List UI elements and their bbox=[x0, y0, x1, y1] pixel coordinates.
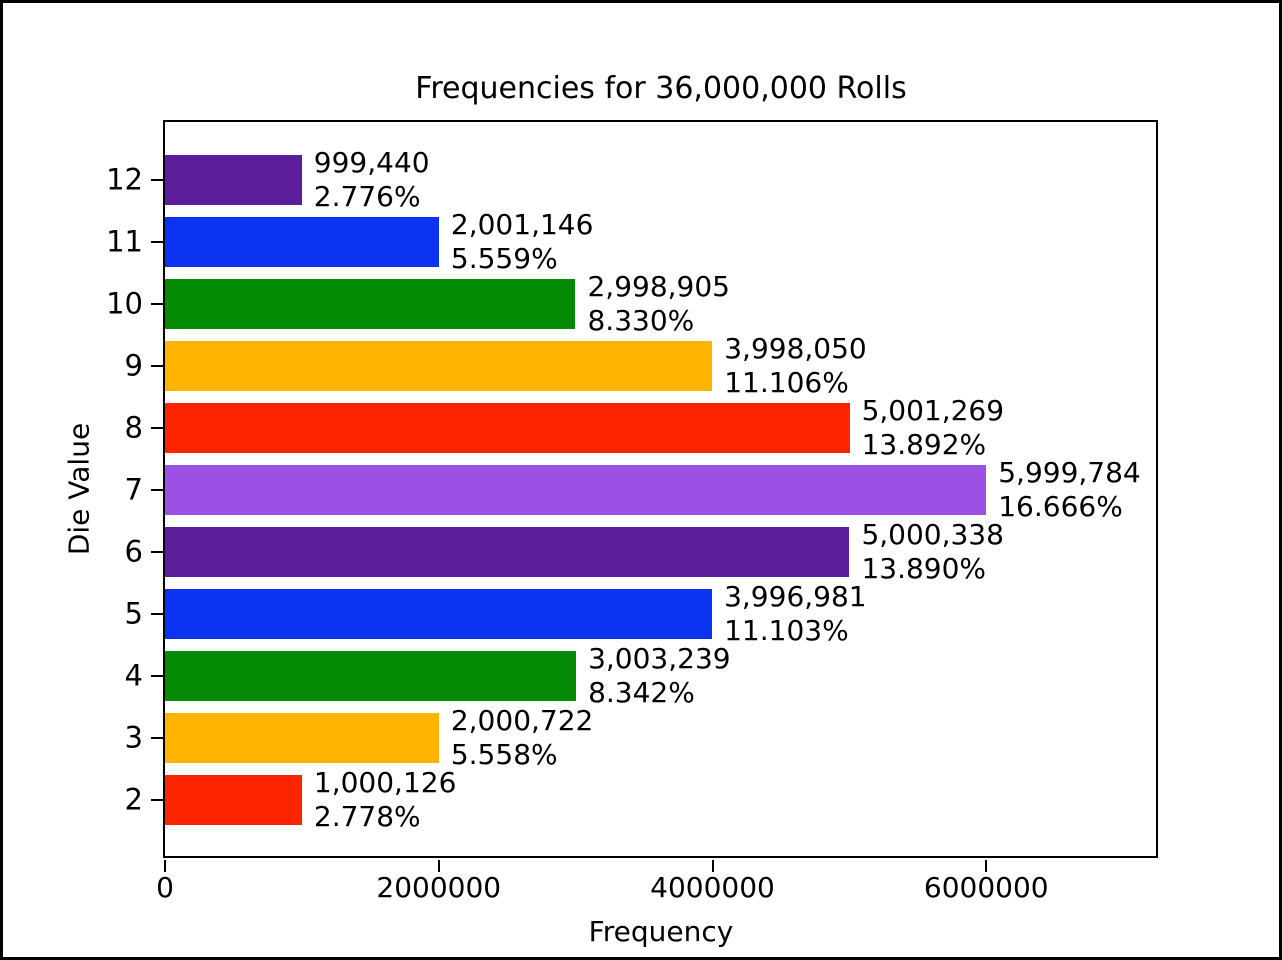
bar-annotation: 3,996,981 11.103% bbox=[724, 580, 867, 648]
bar-value-label: 3,996,981 bbox=[724, 580, 867, 613]
y-tick-mark bbox=[151, 427, 163, 429]
x-tick-mark bbox=[711, 860, 714, 872]
bar-pct-label: 16.666% bbox=[998, 490, 1123, 523]
bar-row: 3 2,000,722 5.558% bbox=[125, 704, 1156, 771]
bar-annotation: 2,001,146 5.559% bbox=[451, 208, 594, 276]
bar-annotation: 999,440 2.776% bbox=[314, 146, 430, 214]
y-tick-mark bbox=[151, 489, 163, 491]
bar-value-label: 5,999,784 bbox=[998, 456, 1141, 489]
x-tick-mark bbox=[437, 860, 440, 872]
x-tick-label: 6000000 bbox=[923, 871, 1049, 904]
x-tick-mark bbox=[164, 860, 166, 872]
x-tick-label: 0 bbox=[156, 871, 174, 904]
bar bbox=[165, 713, 439, 763]
bar-row: 9 3,998,050 11.106% bbox=[125, 332, 1156, 399]
bar bbox=[165, 465, 987, 515]
y-tick-label: 10 bbox=[106, 286, 143, 321]
bar-pct-label: 13.892% bbox=[861, 428, 987, 461]
bar-row: 5 3,996,981 11.103% bbox=[125, 580, 1156, 647]
bar bbox=[165, 403, 850, 453]
bar-pct-label: 13.890% bbox=[861, 552, 987, 585]
bar-annotation: 2,998,905 8.330% bbox=[587, 270, 730, 338]
y-tick-mark bbox=[151, 241, 163, 243]
bar-pct-label: 5.558% bbox=[450, 738, 558, 771]
bar-annotation: 3,998,050 11.106% bbox=[724, 332, 867, 400]
bar-value-label: 5,000,338 bbox=[861, 518, 1004, 551]
bar-row: 8 5,001,269 13.892% bbox=[125, 394, 1156, 461]
y-tick-mark bbox=[151, 365, 163, 367]
bar-pct-label: 2.778% bbox=[313, 800, 421, 833]
bar-value-label: 999,440 bbox=[313, 146, 430, 179]
bar-row: 4 3,003,239 8.342% bbox=[125, 642, 1156, 709]
bars-container: 12 999,440 2.776% 11 2,001,146 5.559% 10… bbox=[106, 122, 1156, 856]
bar bbox=[165, 155, 302, 205]
y-tick-mark bbox=[151, 799, 163, 801]
bar-row: 7 5,999,784 16.666% bbox=[125, 456, 1156, 523]
bar bbox=[165, 527, 850, 577]
bar-row: 2 1,000,126 2.778% bbox=[125, 766, 1156, 833]
y-tick-label: 2 bbox=[124, 782, 143, 817]
bar-pct-label: 5.559% bbox=[450, 242, 558, 275]
bar-annotation: 2,000,722 5.558% bbox=[451, 704, 594, 772]
x-axis-label: Frequency bbox=[588, 915, 734, 948]
bar-row: 10 2,998,905 8.330% bbox=[106, 270, 1156, 337]
bar-row: 12 999,440 2.776% bbox=[106, 146, 1156, 213]
bar bbox=[165, 775, 302, 825]
y-tick-mark bbox=[151, 613, 163, 615]
bar-pct-label: 8.342% bbox=[588, 676, 695, 709]
x-tick-mark bbox=[985, 860, 988, 872]
bar-annotation: 5,001,269 13.892% bbox=[862, 394, 1005, 462]
bar bbox=[165, 341, 713, 391]
y-tick-label: 12 bbox=[106, 162, 143, 197]
y-tick-label: 6 bbox=[124, 534, 143, 569]
bar-annotation: 5,000,338 13.890% bbox=[861, 518, 1004, 586]
bar-pct-label: 11.103% bbox=[724, 614, 849, 647]
bar-annotation: 3,003,239 8.342% bbox=[588, 642, 731, 710]
y-tick-label: 11 bbox=[106, 224, 143, 259]
bar-annotation: 1,000,126 2.778% bbox=[314, 766, 457, 834]
bar-row: 11 2,001,146 5.559% bbox=[106, 208, 1156, 275]
bar-annotation: 5,999,784 16.666% bbox=[998, 456, 1141, 524]
y-tick-mark bbox=[151, 303, 163, 305]
y-tick-label: 7 bbox=[124, 472, 143, 507]
x-tick-label: 4000000 bbox=[650, 871, 775, 904]
bar-pct-label: 11.106% bbox=[724, 366, 849, 399]
y-tick-label: 3 bbox=[124, 720, 143, 755]
y-tick-label: 8 bbox=[124, 410, 143, 445]
plot-area: 12 999,440 2.776% 11 2,001,146 5.559% 10… bbox=[106, 120, 1158, 902]
x-tick-label: 2000000 bbox=[376, 871, 502, 904]
bar-pct-label: 8.330% bbox=[587, 304, 695, 337]
bar-pct-label: 2.776% bbox=[313, 180, 421, 213]
bar-value-label: 5,001,269 bbox=[861, 394, 1005, 427]
bar-value-label: 2,001,146 bbox=[450, 208, 594, 241]
bar-row: 6 5,000,338 13.890% bbox=[125, 518, 1156, 585]
y-tick-label: 9 bbox=[124, 348, 143, 383]
y-tick-mark bbox=[151, 675, 163, 677]
y-tick-label: 4 bbox=[124, 658, 143, 693]
y-tick-mark bbox=[151, 179, 163, 181]
bar bbox=[165, 217, 439, 267]
y-tick-mark bbox=[151, 737, 163, 739]
bar-value-label: 3,003,239 bbox=[588, 642, 731, 675]
bar bbox=[165, 651, 577, 701]
y-tick-label: 5 bbox=[124, 596, 143, 631]
bar-value-label: 1,000,126 bbox=[313, 766, 457, 799]
chart-title: Frequencies for 36,000,000 Rolls bbox=[415, 71, 907, 106]
bar bbox=[165, 279, 576, 329]
bar-value-label: 3,998,050 bbox=[724, 332, 867, 365]
bar-value-label: 2,998,905 bbox=[587, 270, 730, 303]
bar bbox=[165, 589, 713, 639]
bar-value-label: 2,000,722 bbox=[450, 704, 594, 737]
y-tick-mark bbox=[151, 551, 163, 553]
